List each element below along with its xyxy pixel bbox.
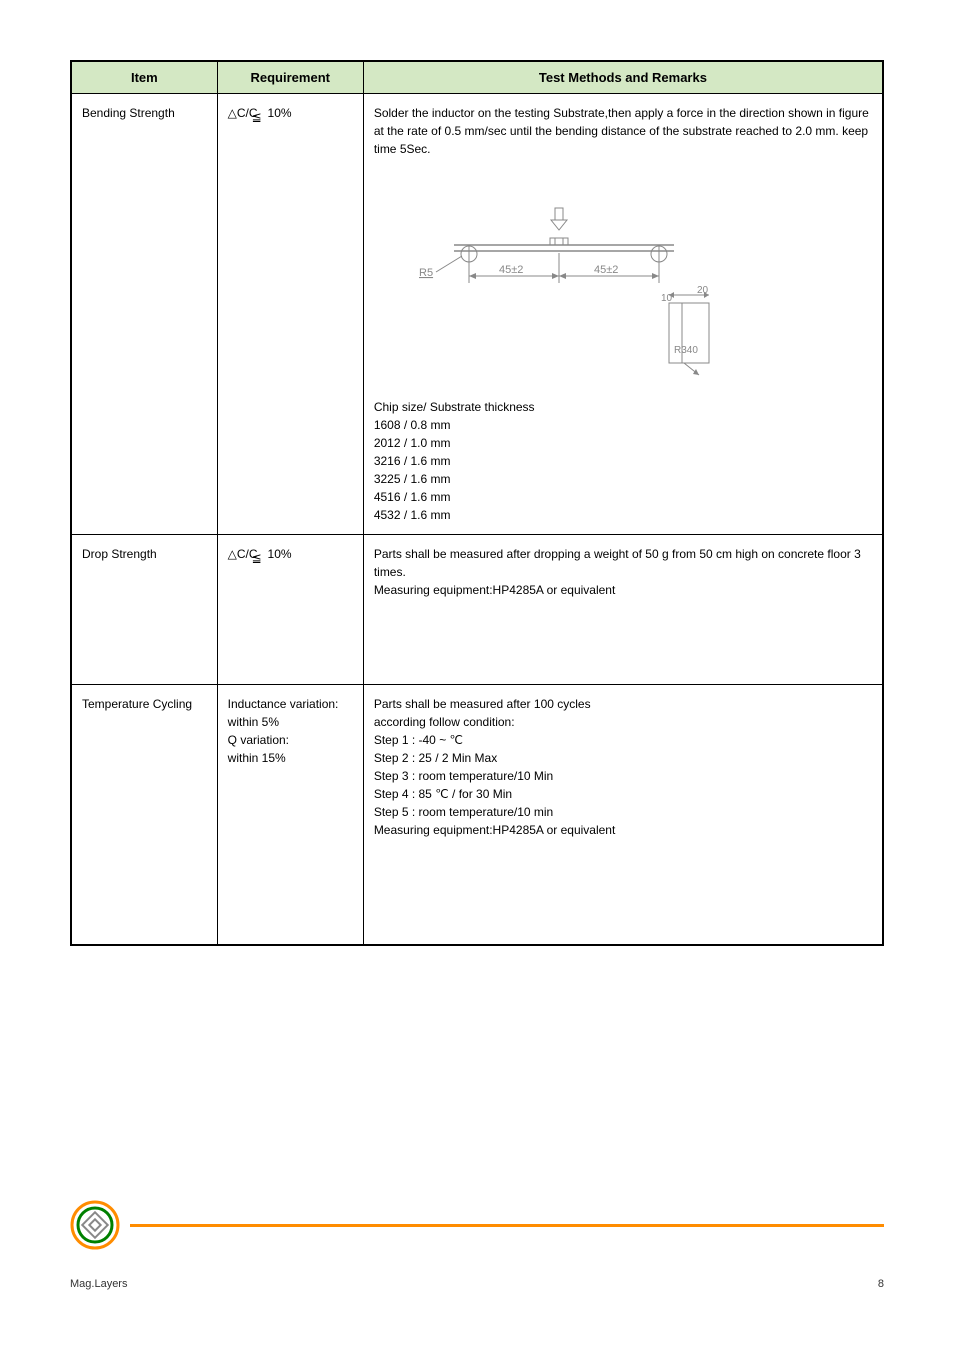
requirement-cell: △C/C 10% ≦ xyxy=(217,535,363,685)
svg-text:R340: R340 xyxy=(674,345,698,356)
test-cell: Parts shall be measured after dropping a… xyxy=(363,535,883,685)
r5-label: R5 xyxy=(419,267,433,279)
requirement-cell: △C/C 10% ≦ xyxy=(217,94,363,535)
table-row: Bending Strength △C/C 10% ≦ Solder the i… xyxy=(71,94,883,535)
test-cell: Parts shall be measured after 100 cycles… xyxy=(363,685,883,945)
footer-text: Mag.Layers 8 xyxy=(70,1278,884,1290)
test-cell: Solder the inductor on the testing Subst… xyxy=(363,94,883,535)
item-cell: Drop Strength xyxy=(71,535,217,685)
header-item: Item xyxy=(71,61,217,94)
diagram-svg: R5 45±2 45±2 xyxy=(374,198,754,398)
bending-diagram: R5 45±2 45±2 xyxy=(374,198,872,398)
spec-table: Item Requirement Test Methods and Remark… xyxy=(70,60,884,946)
page-number: 8 xyxy=(878,1278,884,1290)
dim2-label: 45±2 xyxy=(594,264,618,276)
header-requirement: Requirement xyxy=(217,61,363,94)
footer xyxy=(70,1200,884,1250)
table-row: Drop Strength △C/C 10% ≦ Parts shall be … xyxy=(71,535,883,685)
company-logo xyxy=(70,1200,120,1250)
header-test: Test Methods and Remarks xyxy=(363,61,883,94)
item-cell: Temperature Cycling xyxy=(71,685,217,945)
requirement-cell: Inductance variation: within 5% Q variat… xyxy=(217,685,363,945)
item-cell: Bending Strength xyxy=(71,94,217,535)
dim1-label: 45±2 xyxy=(499,264,523,276)
company-name: Mag.Layers xyxy=(70,1278,127,1290)
table-row: Temperature Cycling Inductance variation… xyxy=(71,685,883,945)
footer-divider xyxy=(130,1224,884,1227)
